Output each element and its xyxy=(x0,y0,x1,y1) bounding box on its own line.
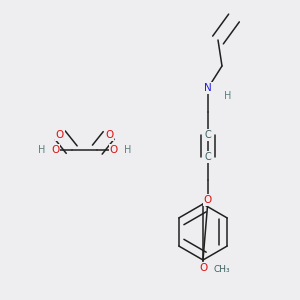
Text: O: O xyxy=(56,130,64,140)
Text: C: C xyxy=(205,152,212,162)
Text: O: O xyxy=(51,145,59,155)
Text: H: H xyxy=(224,91,232,101)
Text: O: O xyxy=(110,145,118,155)
Text: C: C xyxy=(205,130,212,140)
Text: O: O xyxy=(204,195,212,205)
Text: H: H xyxy=(38,145,46,155)
Text: O: O xyxy=(105,130,113,140)
Text: N: N xyxy=(204,83,212,93)
Text: H: H xyxy=(124,145,132,155)
Text: O: O xyxy=(199,263,207,273)
Text: CH₃: CH₃ xyxy=(213,265,230,274)
